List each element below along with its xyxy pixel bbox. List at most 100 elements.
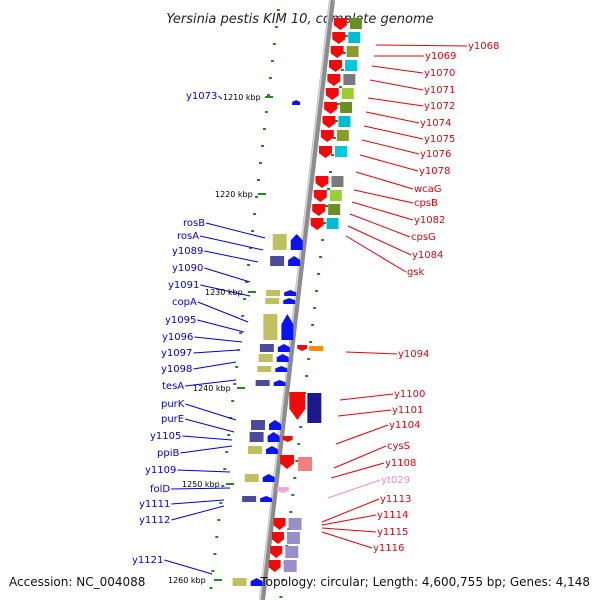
tick-mark (264, 111, 268, 113)
leader-line (171, 499, 225, 505)
forward-gene-arrow (267, 432, 280, 442)
tick-mark (334, 120, 338, 122)
gene-label[interactable]: y1084 (412, 250, 443, 261)
gene-label[interactable]: y1071 (424, 85, 455, 96)
gene-label[interactable]: y1078 (419, 166, 450, 177)
gene-label[interactable]: y1073 (186, 91, 217, 102)
leader-line (367, 97, 424, 107)
leader-line (353, 189, 414, 204)
forward-gene-arrow (288, 256, 301, 266)
gene-label[interactable]: cpsG (411, 232, 436, 243)
reverse-gene-arrow (280, 455, 295, 469)
gene-block (265, 298, 280, 304)
tick-mark (299, 426, 303, 428)
gene-label[interactable]: ppiB (157, 448, 179, 459)
topology-text: Topology: circular; Length: 4,600,755 bp… (259, 575, 590, 589)
gene-block (272, 234, 287, 250)
gene-label[interactable]: y1069 (425, 51, 456, 62)
gene-label[interactable]: y1115 (377, 527, 408, 538)
gene-label[interactable]: y1111 (139, 499, 170, 510)
forward-gene-arrow (284, 290, 297, 296)
gene-label[interactable]: y1101 (392, 405, 423, 416)
gene-label[interactable]: rosA (177, 231, 199, 242)
leader-line (177, 469, 231, 473)
tick-mark (255, 196, 259, 198)
leader-line (355, 171, 414, 190)
gene-label[interactable]: y1089 (172, 246, 203, 257)
forward-gene-arrow (250, 578, 263, 586)
reverse-gene-arrow (276, 487, 289, 493)
gene-label[interactable]: y1094 (398, 349, 429, 360)
gene-label[interactable]: y1095 (165, 315, 196, 326)
leader-line (164, 559, 213, 575)
leader-line (347, 225, 412, 256)
gene-label[interactable]: y1112 (139, 515, 170, 526)
gene-block (329, 190, 342, 201)
gene-label[interactable]: y1109 (145, 465, 176, 476)
gene-label[interactable]: y1075 (424, 134, 455, 145)
gene-block (338, 116, 351, 127)
gene-label[interactable]: y1091 (168, 280, 199, 291)
gene-label[interactable]: rosB (183, 218, 205, 229)
tick-mark (321, 239, 325, 241)
gene-label[interactable]: y1082 (414, 215, 445, 226)
reverse-gene-arrow (313, 190, 327, 202)
gene-label[interactable]: y1121 (132, 555, 163, 566)
gene-label[interactable]: gsk (407, 267, 425, 278)
gene-label[interactable]: y1116 (373, 543, 404, 554)
gene-label[interactable]: y1104 (389, 420, 420, 431)
gene-block (288, 518, 302, 530)
tick-mark (221, 485, 225, 487)
leader-line (333, 445, 387, 469)
gene-label[interactable]: y1113 (380, 494, 411, 505)
tick-mark (276, 9, 280, 11)
reverse-gene-arrow (310, 218, 324, 230)
reverse-gene-arrow (333, 18, 347, 30)
tick-mark (328, 171, 332, 173)
tick-mark (237, 349, 241, 351)
gene-label[interactable]: purE (161, 414, 184, 425)
leader-line (205, 222, 266, 239)
gene-label[interactable]: copA (172, 297, 197, 308)
gene-label[interactable]: y1096 (162, 332, 193, 343)
leader-line (363, 125, 424, 140)
gene-label[interactable]: cysS (387, 441, 410, 452)
tick-mark (295, 460, 299, 462)
gene-label[interactable]: y1100 (394, 389, 425, 400)
gene-label[interactable]: wcaG (414, 184, 442, 195)
leader-line (321, 527, 377, 533)
gene-label[interactable]: cpsB (414, 198, 438, 209)
leader-line (184, 418, 235, 433)
tick-mark (270, 60, 274, 62)
kbp-label: 1210 kbp (223, 93, 261, 102)
tick-mark (253, 213, 257, 215)
reverse-gene-arrow (327, 74, 341, 86)
gene-label[interactable]: y1108 (385, 458, 416, 469)
gene-label[interactable]: y1105 (150, 431, 181, 442)
gene-label[interactable]: folD (150, 484, 170, 495)
tick-mark (231, 400, 235, 402)
gene-block (286, 532, 300, 544)
forward-gene-arrow (277, 344, 290, 352)
gene-label[interactable]: y1074 (420, 118, 451, 129)
gene-label[interactable]: y1114 (377, 510, 408, 521)
gene-label[interactable]: y1097 (161, 348, 192, 359)
gene-label[interactable]: y1072 (424, 101, 455, 112)
gene-label[interactable]: purK (161, 399, 185, 410)
gene-block (349, 18, 362, 29)
gene-label[interactable]: yt029 (381, 475, 410, 486)
forward-gene-arrow (262, 474, 275, 482)
gene-label[interactable]: tesA (162, 381, 184, 392)
gene-block (258, 354, 273, 362)
leader-line (345, 235, 407, 273)
tick-mark (332, 137, 336, 139)
gene-label[interactable]: y1098 (161, 364, 192, 375)
gene-block (259, 344, 274, 352)
gene-label[interactable]: y1070 (424, 68, 455, 79)
gene-label[interactable]: y1076 (420, 149, 451, 160)
tick-mark (338, 86, 342, 88)
gene-label[interactable]: y1090 (172, 263, 203, 274)
tick-mark (340, 69, 344, 71)
gene-label[interactable]: y1068 (468, 41, 499, 52)
gene-block (232, 578, 247, 586)
